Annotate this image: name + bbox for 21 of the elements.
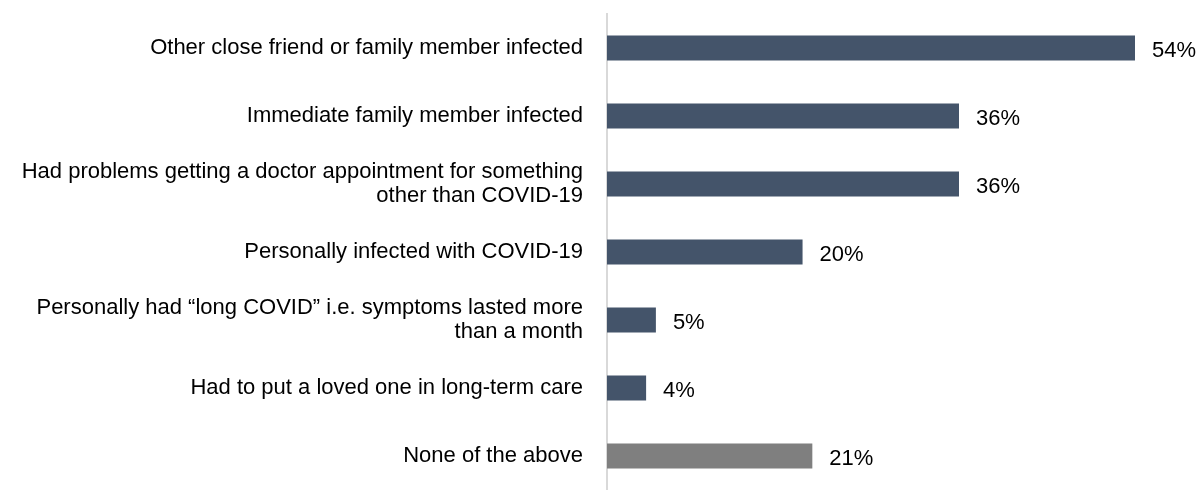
- data-label: 36%: [976, 105, 1021, 131]
- bar: [607, 375, 647, 401]
- y-tick-label: None of the above: [403, 442, 583, 468]
- y-tick-label: Immediate family member infected: [246, 102, 583, 128]
- data-label: 4%: [663, 377, 695, 403]
- y-tick-label: Personally infected with COVID-19: [244, 238, 583, 264]
- data-label: 20%: [819, 241, 864, 267]
- y-tick-label: Had problems getting a doctor appointment for something other than COVID-19: [21, 157, 583, 208]
- bar: [607, 307, 656, 333]
- data-label: 5%: [672, 309, 705, 335]
- data-label: 21%: [829, 445, 874, 471]
- bar: [607, 239, 803, 265]
- bar: [607, 103, 959, 129]
- bar: [607, 171, 959, 197]
- y-tick-label: Had to put a loved one in long-term care: [190, 374, 583, 400]
- y-tick-label: Other close friend or family member infected: [150, 34, 583, 60]
- data-label: 54%: [1152, 37, 1197, 63]
- data-label: 36%: [976, 173, 1021, 199]
- y-tick-label: Personally had “long COVID” i.e. symptoms lasted more than a month: [36, 293, 583, 344]
- bar: [607, 35, 1135, 61]
- bar: [607, 443, 813, 469]
